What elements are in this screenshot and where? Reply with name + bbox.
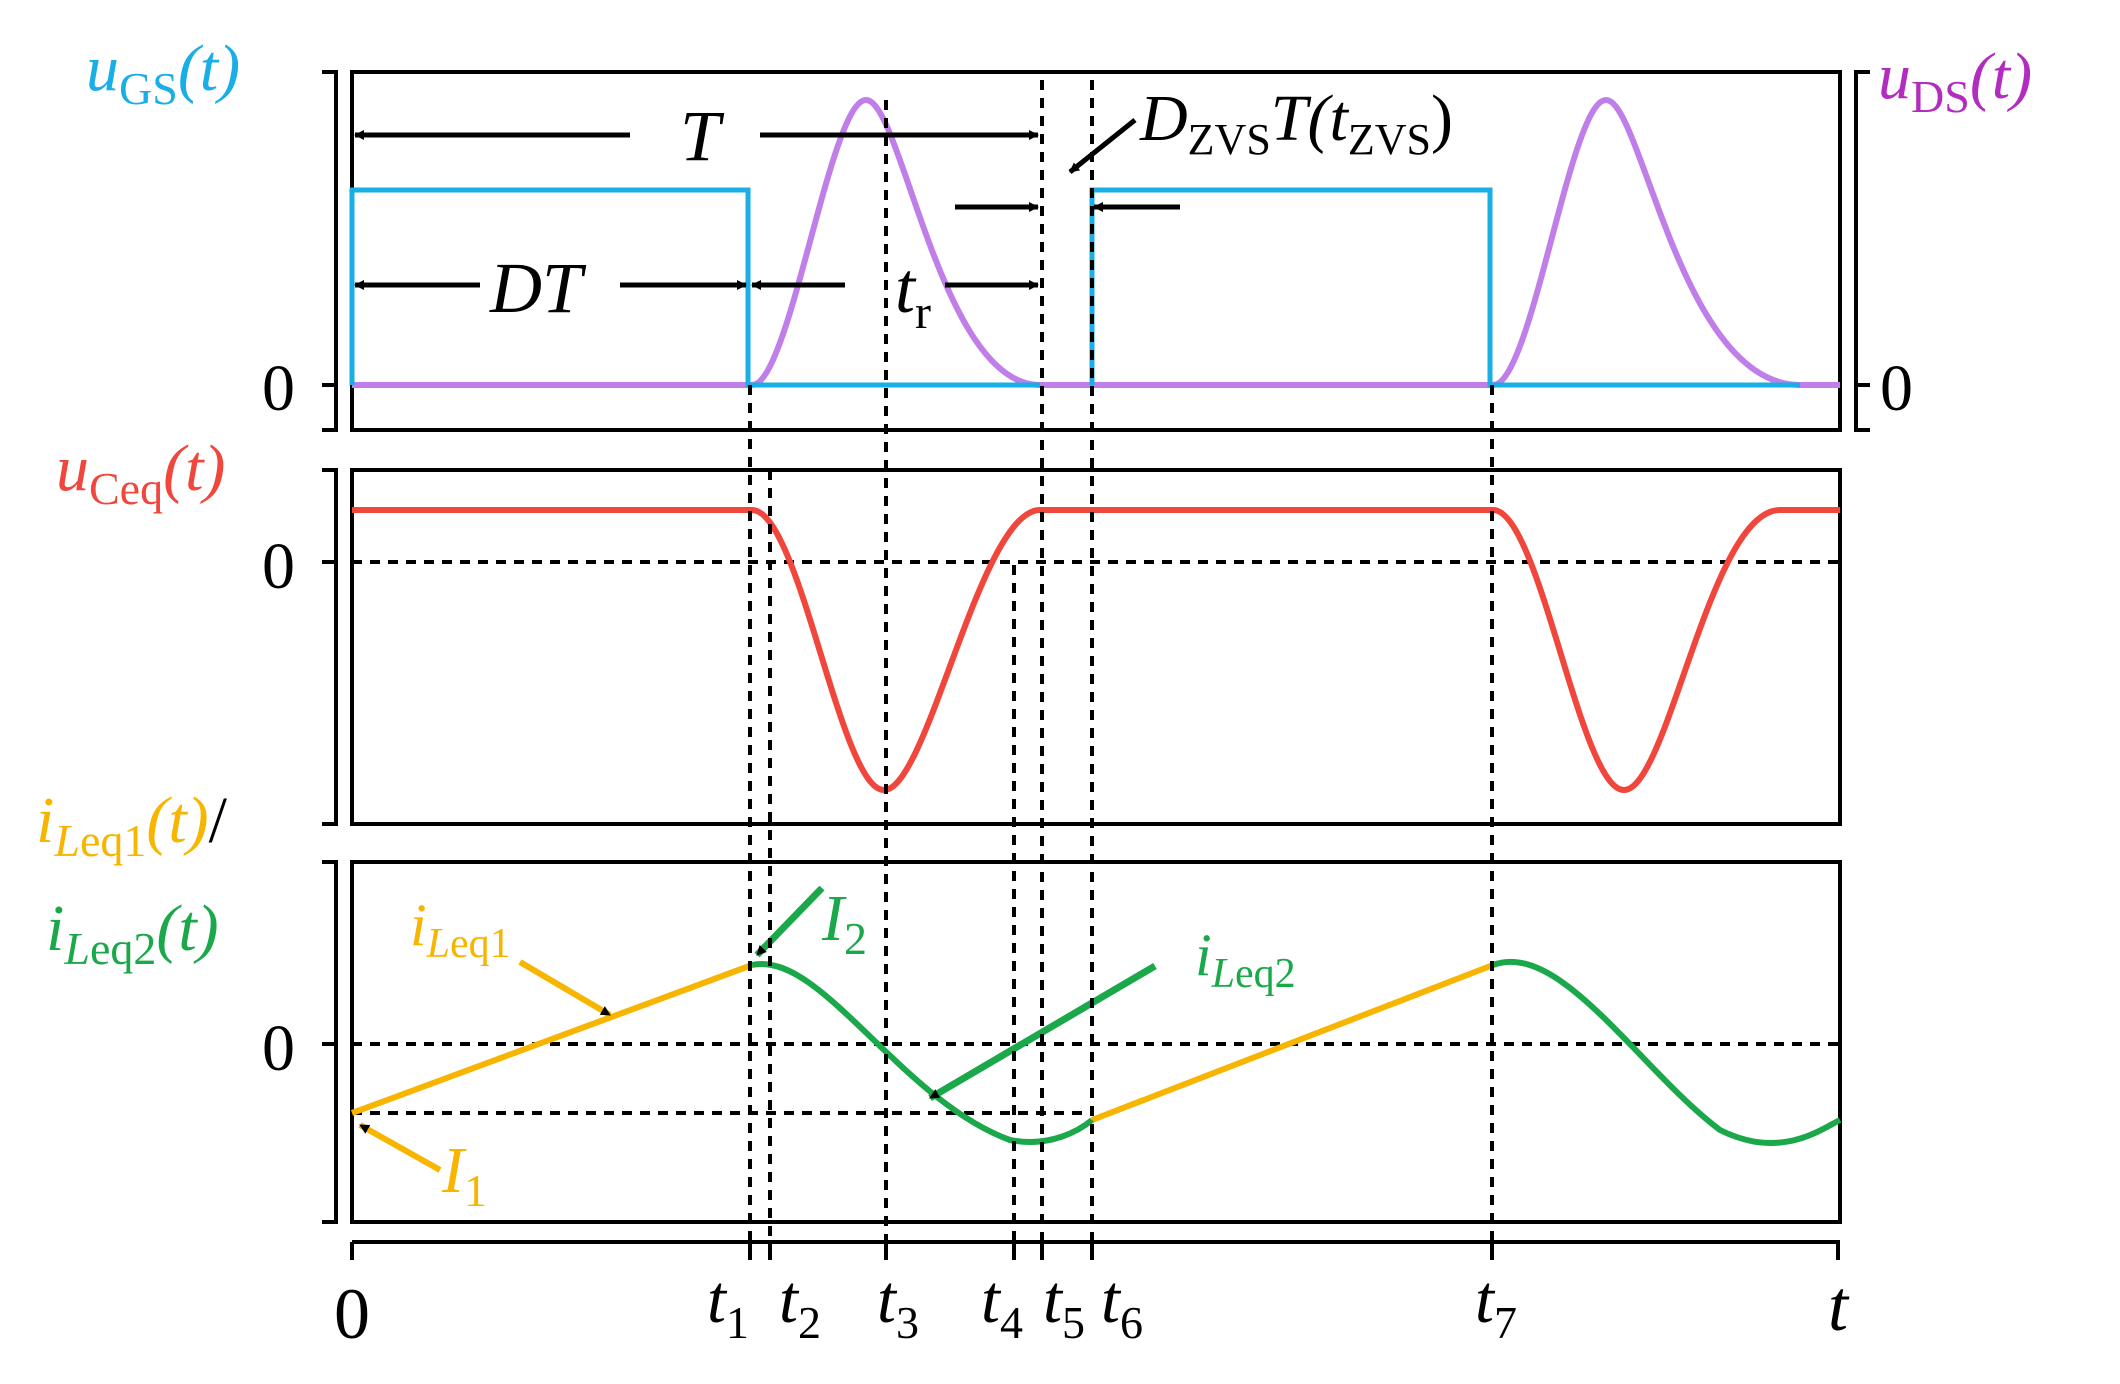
ileq-zero-label: 0 [262, 1012, 295, 1085]
uceq-zero-label: 0 [262, 530, 295, 603]
time-tick-label-5: t5 [1043, 1261, 1085, 1348]
panel-1-right-axis [1854, 70, 1870, 432]
time-origin-label: 0 [334, 1274, 370, 1354]
panel-1-left-axis [322, 70, 338, 432]
ileq2-waveform [751, 958, 1842, 1146]
zvs-pointer-arrow [1068, 118, 1137, 174]
time-tick-label-7: t7 [1475, 1261, 1517, 1348]
ugs-axis-label: uGS(t) [86, 32, 240, 114]
I1-pointer-arrow [358, 1122, 442, 1173]
ileq1-pointer-arrow [518, 959, 612, 1018]
uds-axis-label: uDS(t) [1878, 40, 2032, 122]
uceq-axis-label: uCeq(t) [56, 432, 225, 514]
time-tick-label-1: t1 [707, 1261, 749, 1348]
time-tick-label-4: t4 [981, 1261, 1023, 1348]
I1-label: I1 [441, 1134, 487, 1216]
ileq1-trace-label: iLeq1 [410, 892, 511, 967]
duty-label: DT [489, 248, 587, 328]
ugs-zero-label: 0 [262, 352, 295, 425]
rise-time-label: tr [895, 248, 931, 339]
ileq2-pointer-arrow [928, 962, 1157, 1102]
panel-2-left-axis [322, 468, 338, 826]
time-tick-label-6: t6 [1101, 1261, 1143, 1348]
I2-label: I2 [821, 882, 867, 964]
time-tick-labels: t1 t2 t3 t4 t5 t6 t7 [707, 1261, 1517, 1348]
time-end-label: t [1828, 1266, 1850, 1346]
ileq1-waveform [350, 962, 1495, 1123]
uds-waveform [352, 96, 1840, 388]
time-guides [748, 80, 1494, 1260]
ileq1-axis-label: iLeq1(t)/ [36, 784, 228, 866]
ileq2-trace-label: iLeq2 [1195, 922, 1296, 997]
time-tick-label-2: t2 [779, 1261, 821, 1348]
panel-3-left-axis [322, 860, 338, 1224]
I2-pointer-arrow [754, 885, 825, 958]
period-label: T [680, 96, 725, 176]
time-tick-label-3: t3 [877, 1261, 919, 1348]
panel-2-frame [350, 468, 1842, 826]
uceq-waveform [352, 507, 1840, 794]
ileq2-axis-label: iLeq2(t) [46, 892, 219, 974]
zvs-label: DZVST(tZVS) [1139, 82, 1453, 164]
uds-zero-label: 0 [1880, 352, 1913, 425]
ugs-waveform [349, 187, 1800, 388]
